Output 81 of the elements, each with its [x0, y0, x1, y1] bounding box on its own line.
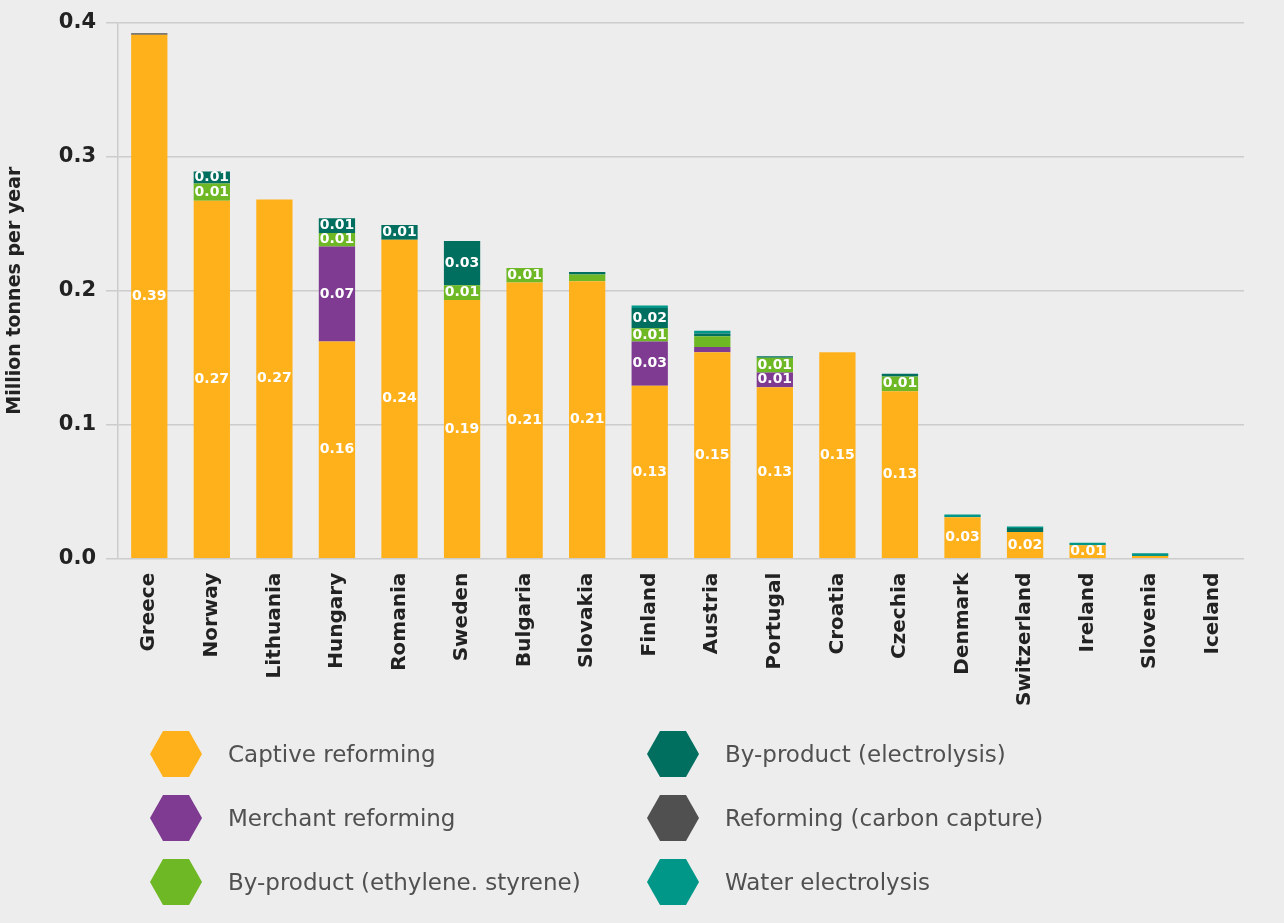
x-tick-label: Greece: [135, 572, 160, 652]
bar: [694, 336, 731, 347]
bar: [819, 352, 856, 558]
bar: [506, 282, 543, 558]
x-tick-label: Hungary: [323, 572, 348, 669]
data-label: 0.24: [382, 389, 418, 406]
data-label: 0.01: [319, 230, 355, 247]
bar: [756, 387, 793, 558]
bar: [569, 271, 606, 275]
data-label: 0.21: [569, 410, 605, 427]
legend-label: Merchant reforming: [228, 805, 456, 831]
data-label: 0.02: [1007, 535, 1043, 552]
data-label: 0.03: [945, 528, 980, 545]
data-label: 0.02: [632, 308, 667, 325]
legend-label: By-product (ethylene. styrene): [228, 869, 581, 895]
x-tick-label: Denmark: [948, 572, 973, 675]
x-tick-label: Lithuania: [260, 572, 285, 679]
bar: [694, 352, 731, 558]
bar: [569, 281, 606, 558]
x-tick-label: Ireland: [1073, 572, 1098, 653]
x-tick-label: Austria: [698, 572, 723, 655]
bar: [631, 305, 668, 309]
data-label: 0.01: [632, 325, 667, 342]
x-tick-label: Slovenia: [1136, 572, 1161, 669]
data-label: 0.01: [757, 355, 793, 372]
data-label: 0.19: [444, 419, 480, 436]
data-label: 0.01: [194, 168, 230, 185]
bar: [318, 341, 356, 558]
y-tick-label: 0.0: [58, 545, 96, 570]
legend-label: Water electrolysis: [725, 869, 931, 895]
x-tick-label: Czechia: [886, 572, 911, 660]
y-tick-label: 0.1: [58, 411, 96, 436]
data-label: 0.15: [695, 445, 730, 462]
bar: [381, 239, 418, 558]
data-label: 0.01: [194, 182, 230, 199]
data-label: 0.03: [444, 253, 480, 270]
legend-label: Reforming (carbon capture): [725, 805, 1044, 831]
bar: [256, 199, 293, 558]
data-label: 0.39: [132, 286, 167, 303]
x-tick-label: Portugal: [761, 572, 786, 670]
bar: [694, 346, 731, 353]
bar: [1006, 527, 1044, 532]
data-label: 0.01: [757, 370, 793, 387]
data-label: 0.15: [820, 445, 855, 462]
x-tick-label: Finland: [635, 572, 660, 657]
y-tick-label: 0.3: [58, 143, 96, 168]
bar: [881, 391, 919, 558]
data-label: 0.13: [757, 463, 793, 480]
x-tick-label: Croatia: [823, 572, 848, 655]
data-label: 0.01: [319, 216, 355, 233]
data-label: 0.01: [444, 283, 480, 300]
x-tick-label: Switzerland: [1011, 572, 1036, 707]
y-tick-label: 0.2: [58, 277, 96, 302]
bar: [318, 246, 356, 342]
data-label: 0.01: [1070, 542, 1105, 559]
data-label: 0.01: [882, 374, 918, 391]
data-label: 0.01: [507, 265, 542, 282]
x-tick-label: Norway: [198, 572, 223, 658]
x-tick-label: Bulgaria: [510, 572, 535, 668]
data-label: 0.03: [632, 354, 667, 371]
legend-label: Captive reforming: [228, 741, 436, 767]
legend-label: By-product (electrolysis): [725, 741, 1006, 767]
data-label: 0.27: [194, 370, 230, 387]
y-tick-label: 0.4: [58, 9, 96, 34]
bar: [131, 34, 168, 558]
y-axis-title: Million tonnes per year: [2, 166, 25, 415]
data-label: 0.07: [319, 284, 355, 301]
x-tick-label: Slovakia: [573, 572, 598, 668]
data-label: 0.27: [257, 369, 292, 386]
data-label: 0.13: [632, 462, 667, 479]
bar: [631, 385, 668, 558]
bar: [443, 300, 481, 558]
data-label: 0.16: [319, 440, 355, 457]
data-label: 0.21: [507, 410, 542, 427]
x-tick-label: Iceland: [1198, 572, 1223, 655]
data-label: 0.01: [382, 223, 417, 239]
bar: [944, 514, 981, 518]
data-label: 0.13: [882, 465, 918, 482]
x-tick-label: Sweden: [448, 572, 473, 662]
bar: [193, 200, 230, 558]
x-tick-label: Romania: [385, 572, 410, 671]
